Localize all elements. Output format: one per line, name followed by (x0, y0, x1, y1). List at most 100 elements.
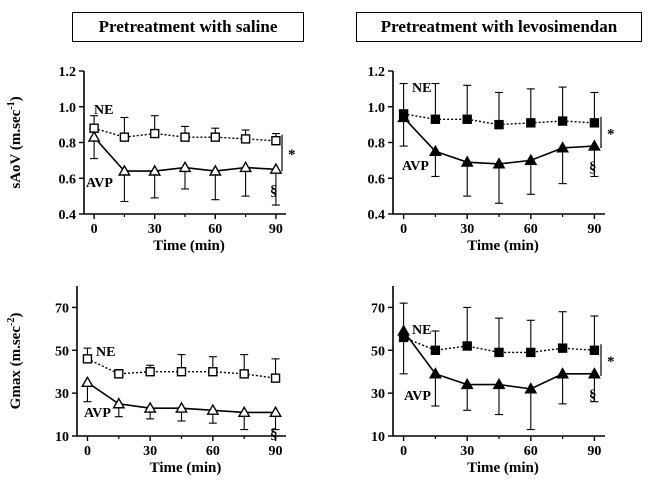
chart-sAoV-saline: 0.4 0.6 0.8 1.0 1.2 0 30 60 90 Time (min) sAoV (m.… (6, 65, 296, 254)
chart-sAoV-levosimendan: 0.4 0.6 0.8 1.0 1.2 0 30 60 90 Time (min) NE AVP * § (368, 65, 615, 254)
chart-Gmax-levosimendan: 10 30 50 70 0 30 60 90 Time (min) NE AVP * § (371, 286, 615, 476)
significance-section: § (270, 426, 278, 442)
data-point-square (180, 132, 190, 142)
data-point-triangle (143, 401, 157, 413)
significance-section: § (589, 160, 597, 176)
data-point-triangle (397, 324, 411, 336)
header-saline: Pretreatment with saline (72, 12, 304, 42)
y-tick-label: 0.6 (59, 172, 77, 187)
data-point-square (430, 114, 441, 124)
data-point-square (526, 347, 536, 358)
x-tick-label: 90 (587, 222, 601, 237)
data-point-square (208, 367, 218, 377)
x-tick-label: 30 (148, 222, 162, 237)
data-point-triangle (397, 110, 411, 123)
data-point-triangle (206, 403, 220, 415)
series-avp (397, 110, 601, 204)
y-axis-label-superscript: -1 (6, 101, 17, 109)
significance-section: § (270, 183, 278, 199)
chart-Gmax-saline: 10 30 50 70 0 30 60 90 Time (min) Gmax (m.sec-2) N… (6, 286, 286, 476)
data-point-square (240, 134, 251, 144)
data-point-triangle (208, 164, 222, 176)
series-avp (87, 130, 283, 206)
data-point-triangle (87, 130, 101, 142)
data-point-square (494, 119, 504, 130)
y-tick-label: 0.6 (368, 172, 386, 187)
x-tick-label: 0 (400, 222, 407, 237)
data-point-square (270, 373, 281, 383)
significance-star: * (607, 354, 615, 370)
data-point-triangle (492, 377, 506, 390)
x-tick-label: 90 (269, 444, 283, 459)
data-point-square (589, 345, 600, 355)
data-point-square (145, 367, 155, 377)
series-label-avp: AVP (404, 389, 431, 404)
data-point-square (82, 354, 93, 364)
y-tick-label: 0.4 (368, 208, 386, 223)
data-point-square (176, 367, 187, 377)
data-point-triangle (175, 401, 188, 413)
x-axis-label: Time (min) (150, 460, 222, 476)
y-tick-label: 70 (371, 301, 385, 316)
x-tick-label: 30 (143, 444, 157, 459)
y-tick-label: 10 (371, 430, 385, 445)
header-levosimendan: Pretreatment with levosimendan (356, 12, 642, 42)
series-ne (82, 347, 281, 383)
data-point-triangle (524, 153, 538, 165)
series-label-avp: AVP (86, 176, 113, 191)
data-point-triangle (81, 375, 94, 388)
y-tick-label: 70 (55, 301, 69, 316)
data-point-square (526, 118, 536, 128)
y-axis-label: sAoV (m.sec-1) (6, 96, 24, 188)
x-tick-label: 30 (460, 444, 474, 459)
significance-star: * (288, 147, 296, 163)
data-point-square (114, 369, 124, 379)
data-point-square (462, 114, 472, 124)
y-tick-label: 1.2 (59, 65, 77, 80)
data-point-triangle (239, 160, 253, 173)
data-point-triangle (492, 157, 506, 169)
y-tick-label: 30 (55, 387, 69, 402)
data-point-triangle (428, 144, 442, 157)
data-point-square (557, 343, 568, 353)
significance-section: § (589, 388, 597, 404)
data-point-triangle (587, 367, 601, 379)
data-point-square (210, 132, 221, 142)
x-tick-label: 30 (460, 222, 474, 237)
data-point-square (239, 369, 249, 379)
y-tick-label: 50 (371, 344, 385, 359)
data-point-triangle (587, 139, 601, 151)
x-tick-label: 60 (208, 222, 222, 237)
x-axis-label: Time (min) (467, 238, 539, 254)
y-tick-label: 0.8 (59, 137, 77, 152)
y-axis-label-end: ) (8, 96, 24, 101)
data-point-triangle (524, 382, 538, 394)
x-tick-label: 0 (91, 222, 98, 237)
data-point-triangle (269, 405, 282, 418)
x-axis-label: Time (min) (467, 460, 539, 476)
data-point-square (271, 136, 281, 146)
series-ne (89, 115, 281, 146)
x-tick-label: 90 (269, 222, 283, 237)
y-axis-label-main: Gmax (m.sec (8, 326, 24, 410)
data-point-triangle (428, 367, 442, 379)
series-label-avp: AVP (402, 159, 429, 174)
y-tick-label: 30 (371, 387, 385, 402)
data-point-triangle (556, 367, 570, 379)
data-point-square (149, 128, 160, 139)
y-tick-label: 0.4 (59, 208, 77, 223)
series-label-avp: AVP (84, 406, 111, 421)
x-tick-label: 0 (400, 444, 407, 459)
data-point-square (462, 341, 472, 351)
y-axis-label-main: sAoV (m.sec (8, 109, 24, 188)
x-tick-label: 60 (206, 444, 220, 459)
y-tick-label: 10 (55, 430, 69, 445)
y-axis-label: Gmax (m.sec-2) (6, 313, 24, 410)
data-point-square (557, 116, 568, 126)
y-axis-label-superscript: -2 (6, 318, 17, 326)
y-axis-label-end: ) (8, 313, 24, 318)
data-point-triangle (556, 141, 570, 153)
data-point-square (119, 132, 130, 142)
